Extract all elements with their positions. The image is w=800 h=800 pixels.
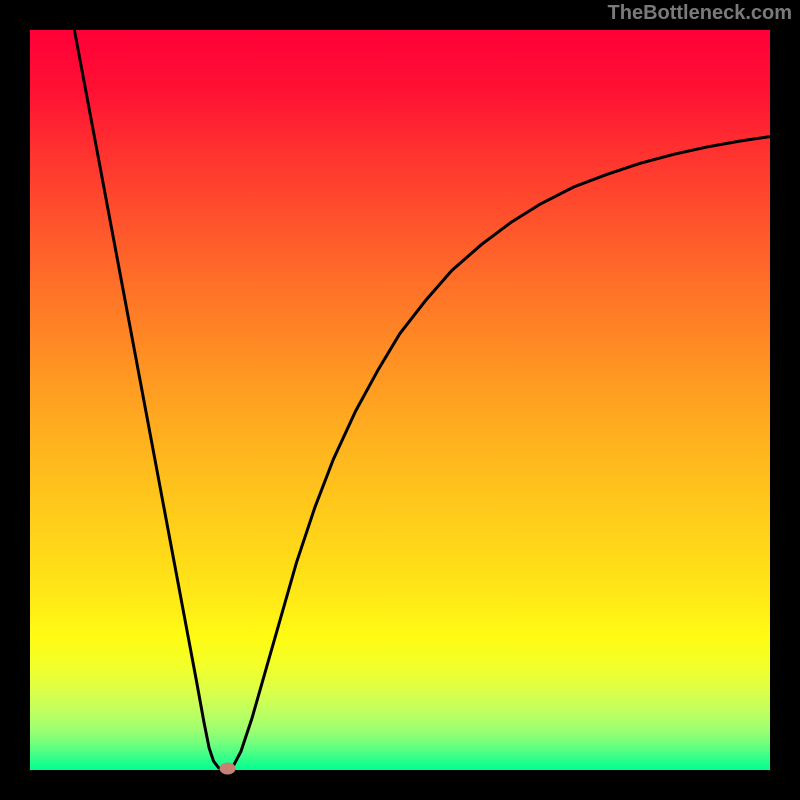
plot-background (30, 30, 770, 770)
optimal-point-marker (220, 763, 236, 775)
attribution-text: TheBottleneck.com (608, 2, 792, 25)
chart-container: { "attribution": { "text": "TheBottlenec… (0, 0, 800, 800)
bottleneck-chart (0, 0, 800, 800)
